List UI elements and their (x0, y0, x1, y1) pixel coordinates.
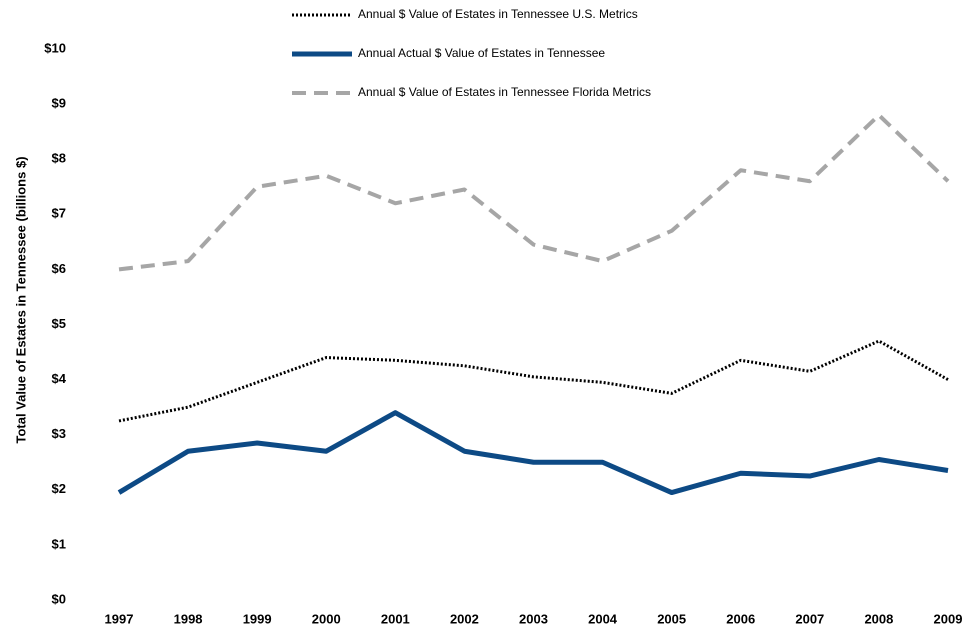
x-tick-label: 2001 (381, 611, 410, 626)
x-tick-label: 2000 (312, 611, 341, 626)
y-tick-label: $6 (52, 261, 66, 276)
y-tick-label: $4 (52, 371, 67, 386)
x-tick-label: 1997 (105, 611, 134, 626)
x-tick-label: 2004 (588, 611, 618, 626)
y-tick-label: $2 (52, 481, 66, 496)
y-tick-label: $7 (52, 206, 66, 221)
y-tick-label: $3 (52, 426, 66, 441)
x-tick-label: 2007 (795, 611, 824, 626)
x-tick-label: 2005 (657, 611, 686, 626)
series-line (118, 339, 949, 423)
y-tick-label: $8 (52, 151, 66, 166)
x-tick-label: 1999 (243, 611, 272, 626)
x-tick-label: 2003 (519, 611, 548, 626)
x-tick-label: 2009 (934, 611, 963, 626)
y-tick-label: $5 (52, 316, 66, 331)
legend-label: Annual $ Value of Estates in Tennessee U… (358, 7, 638, 21)
x-tick-label: 2006 (726, 611, 755, 626)
x-tick-label: 2008 (864, 611, 893, 626)
legend-label: Annual Actual $ Value of Estates in Tenn… (358, 46, 605, 60)
legend-label: Annual $ Value of Estates in Tennessee F… (358, 85, 651, 99)
y-tick-label: $0 (52, 591, 66, 606)
series-line (117, 410, 949, 496)
series-line (118, 113, 950, 272)
y-axis-label: Total Value of Estates in Tennessee (bil… (13, 156, 28, 443)
y-tick-label: $10 (44, 40, 66, 55)
y-tick-label: $1 (52, 536, 66, 551)
x-tick-label: 1998 (174, 611, 203, 626)
x-tick-label: 2002 (450, 611, 479, 626)
y-tick-label: $9 (52, 96, 66, 111)
